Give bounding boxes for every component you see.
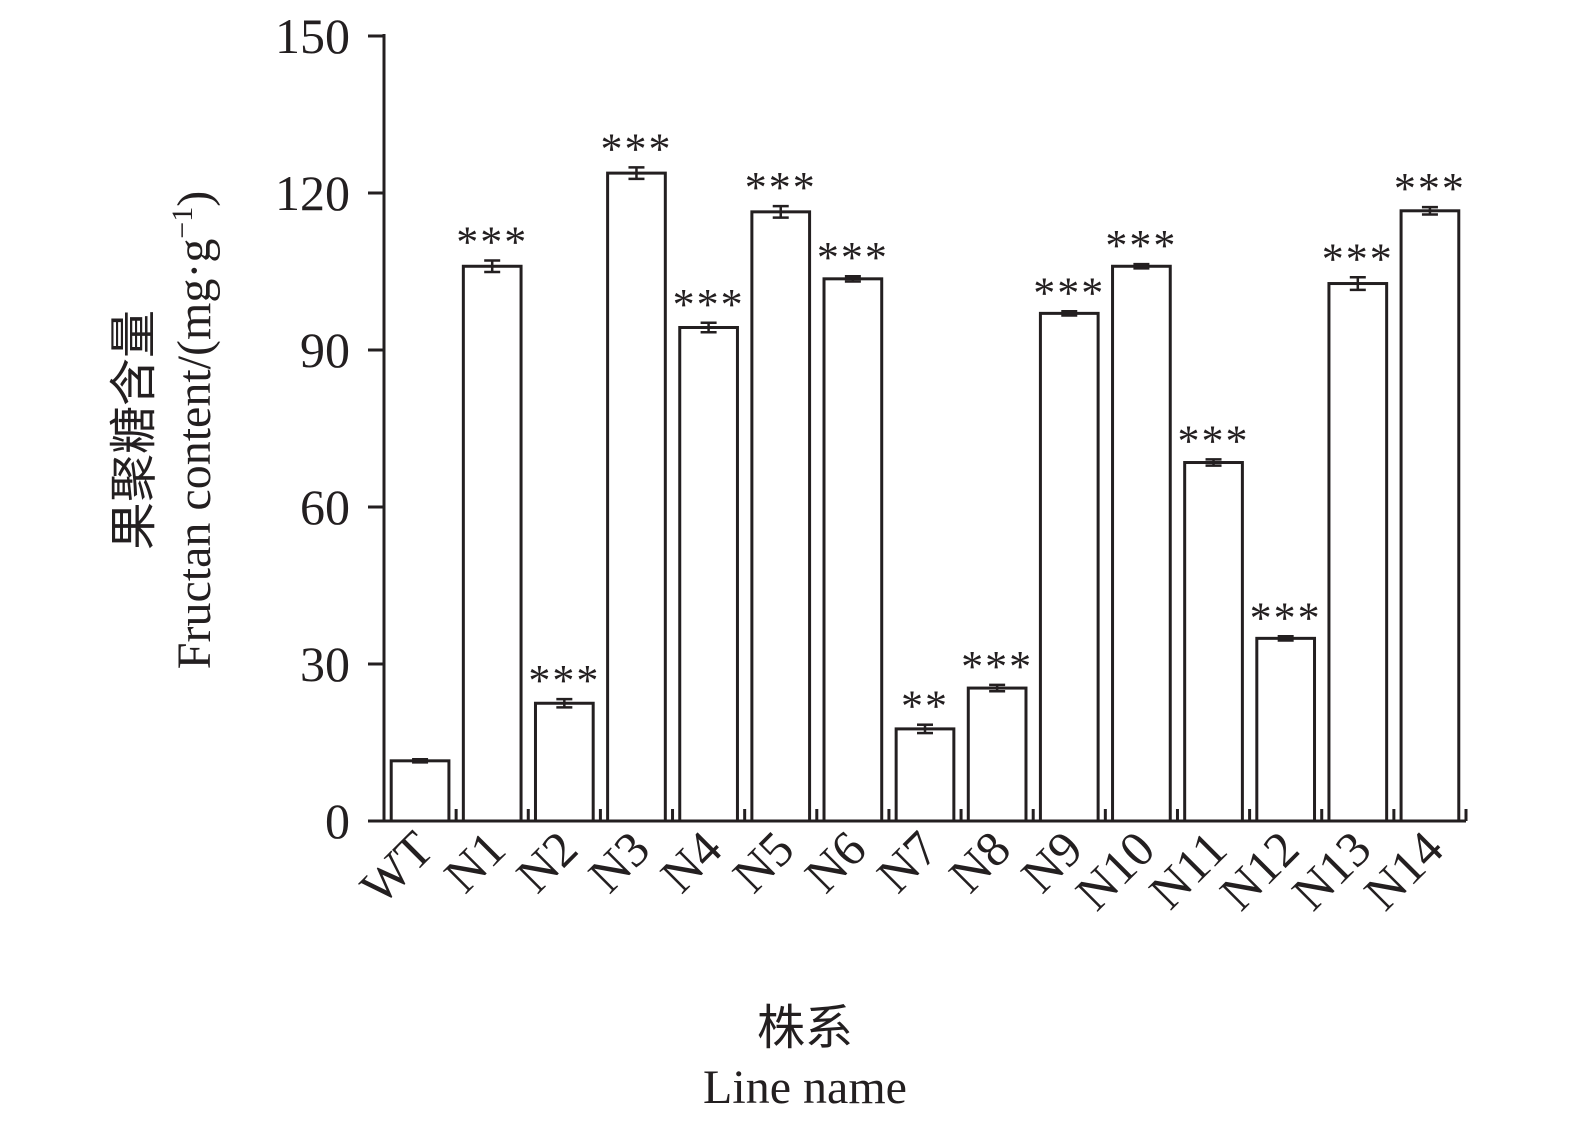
bar-N4	[678, 325, 739, 823]
x-axis-title-en: Line name	[703, 1061, 907, 1114]
x-tick-label-WT: WT	[349, 820, 444, 915]
y-axis-title: 果聚糖含量 Fructan content/(mg·g−1)	[108, 191, 221, 669]
significance-N9: ***	[1033, 268, 1105, 317]
y-tick-label: 30	[300, 636, 350, 692]
significance-N6: ***	[817, 233, 889, 282]
y-tick-label: 0	[325, 793, 350, 849]
significance-N4: ***	[673, 280, 745, 329]
significance-N12: ***	[1250, 593, 1322, 642]
significance-N13: ***	[1322, 234, 1394, 283]
error-bars-group	[412, 166, 1438, 764]
significance-N2: ***	[528, 656, 600, 705]
x-tick-label-N14: N14	[1353, 820, 1453, 920]
y-tick-label: 150	[275, 8, 350, 64]
bar-N10	[1111, 264, 1172, 823]
bar-N7	[894, 727, 956, 823]
bar-N5	[750, 210, 812, 823]
y-ticks-group: 0 30 60 90 120 150	[275, 8, 384, 849]
bar-N3	[606, 171, 667, 823]
x-tick-label-N7: N7	[866, 820, 949, 903]
significance-N11: ***	[1178, 416, 1250, 465]
y-axis-title-en-close: )	[168, 191, 221, 207]
y-tick-label: 120	[275, 165, 350, 221]
significance-N7: **	[901, 682, 949, 731]
bar-N2	[533, 701, 595, 823]
bar-N9	[1038, 311, 1100, 823]
bar-N8	[966, 686, 1028, 823]
significance-N8: ***	[961, 642, 1033, 691]
y-tick-label: 90	[300, 322, 350, 378]
bar-WT	[389, 759, 451, 823]
bar-N13	[1327, 282, 1389, 823]
bar-N12	[1255, 636, 1317, 823]
bar-N11	[1183, 461, 1244, 823]
significance-N10: ***	[1105, 221, 1177, 270]
significance-N14: ***	[1394, 164, 1466, 213]
x-tick-label-N6: N6	[794, 820, 877, 903]
y-axis-title-en-sup: −1	[166, 207, 199, 239]
y-tick-label: 60	[300, 479, 350, 535]
y-axis-title-cn: 果聚糖含量	[108, 310, 161, 550]
significance-group: ****************************************…	[456, 124, 1466, 731]
x-ticks-group	[382, 809, 1468, 821]
y-axis-title-en-main: Fructan content/(mg·g	[168, 239, 221, 670]
x-tick-label-N1: N1	[433, 820, 516, 903]
significance-N5: ***	[745, 163, 817, 212]
y-axis-title-en: Fructan content/(mg·g−1)	[166, 191, 221, 669]
x-tick-label-N4: N4	[650, 820, 733, 903]
x-tick-label-N5: N5	[722, 820, 805, 903]
x-tick-label-N8: N8	[938, 820, 1021, 903]
bar-N14	[1399, 209, 1461, 823]
x-tick-label-N2: N2	[505, 820, 588, 903]
x-tick-label-N3: N3	[577, 820, 660, 903]
axes-group	[382, 34, 1466, 823]
significance-N3: ***	[600, 124, 672, 173]
x-axis-title-cn: 株系	[756, 1002, 853, 1055]
bars-group	[389, 171, 1461, 823]
significance-N1: ***	[456, 218, 528, 267]
bar-N6	[822, 277, 884, 823]
bar-N1	[461, 264, 523, 823]
